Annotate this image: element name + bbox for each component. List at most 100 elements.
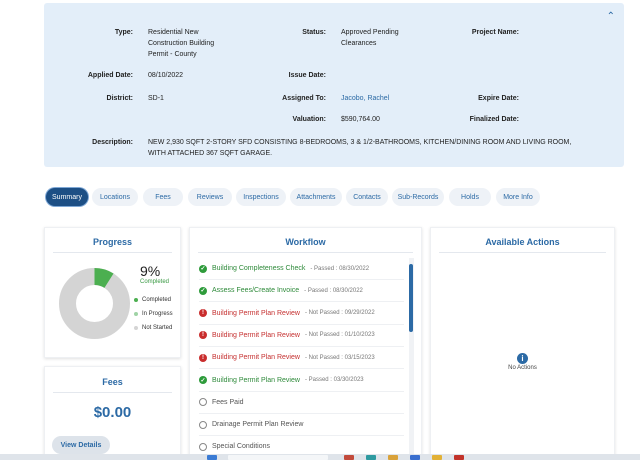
chevron-up-icon[interactable]: ⌃ (606, 11, 615, 22)
workflow-item[interactable]: ✓ Building Completeness Check - Passed : 0… (199, 258, 404, 280)
assigned-to-label: Assigned To: (282, 95, 326, 102)
assigned-to-link[interactable]: Jacobo, Rachel (341, 95, 390, 102)
legend-completed-dot (134, 298, 138, 302)
empty-circle-icon (199, 420, 207, 429)
type-value-line-2: Construction Building (148, 40, 215, 47)
workflow-item-name: Special Conditions (212, 443, 270, 451)
legend-in-progress-dot (134, 312, 138, 316)
taskbar-app-icon[interactable] (454, 455, 464, 460)
tab-locations[interactable]: Locations (92, 188, 138, 206)
progress-percent-caption: Completed (140, 279, 170, 285)
tab-reviews[interactable]: Reviews (188, 188, 232, 206)
available-actions-card: Available Actions (430, 227, 615, 460)
workflow-scrollbar-thumb[interactable] (409, 264, 413, 332)
description-line-1: NEW 2,930 SQFT 2-STORY SFD CONSISTING 8-… (148, 139, 572, 146)
workflow-item-status: - Passed : 08/30/2022 (310, 265, 370, 272)
workflow-item-name: Building Permit Plan Review (212, 331, 300, 339)
taskbar-app-icon[interactable] (432, 455, 442, 460)
type-label: Type: (114, 29, 133, 36)
legend-in-progress: In Progress (134, 311, 173, 317)
folder-icon[interactable] (388, 455, 398, 460)
workflow-item-name: Building Permit Plan Review (212, 376, 300, 384)
workflow-item[interactable]: ! Building Permit Plan Review - Not Passed… (199, 347, 404, 370)
description-line-2: WITH ATTACHED 367 SQFT GARAGE. (148, 150, 273, 157)
workflow-divider (198, 252, 413, 253)
tab-summary[interactable]: Summary (46, 188, 88, 206)
workflow-item-name: Fees Paid (212, 398, 244, 406)
workflow-title: Workflow (285, 237, 326, 247)
workflow-item[interactable]: ! Building Permit Plan Review - Not Passed… (199, 325, 404, 347)
progress-title: Progress (92, 237, 133, 247)
tab-contacts[interactable]: Contacts (346, 188, 388, 206)
alert-circle-icon: ! (199, 353, 207, 362)
workflow-item-name: Drainage Permit Plan Review (212, 421, 304, 429)
status-value-line-1: Approved Pending (341, 29, 399, 36)
valuation-label: Valuation: (292, 116, 326, 123)
workflow-item-status: - Not Passed : 03/15/2023 (304, 354, 375, 361)
workflow-item-name: Assess Fees/Create Invoice (212, 287, 300, 295)
tab-holds[interactable]: Holds (449, 188, 491, 206)
workflow-scrollbar-track[interactable] (409, 258, 414, 454)
workflow-item-status: - Passed : 03/30/2023 (304, 377, 364, 383)
taskbar-app-icon[interactable] (344, 455, 354, 460)
taskbar-app-icon[interactable] (366, 455, 376, 460)
workflow-item[interactable]: Fees Paid (199, 392, 404, 414)
type-value-line-1: Residential New (148, 29, 199, 36)
status-label: Status: (302, 29, 326, 36)
record-details-panel: ⌃ (44, 3, 624, 167)
taskbar-search-box[interactable] (228, 455, 328, 460)
workflow-item[interactable]: Drainage Permit Plan Review (199, 414, 404, 437)
description-label: Description: (92, 139, 133, 146)
workflow-item-status: - Not Passed : 01/10/2023 (304, 332, 375, 339)
legend-in-progress-label: In Progress (142, 311, 173, 317)
fees-title: Fees (102, 377, 123, 387)
progress-percent: 9% (140, 263, 161, 279)
expire-date-label: Expire Date: (478, 95, 519, 102)
district-value: SD-1 (148, 95, 164, 102)
progress-divider (53, 252, 172, 253)
legend-not-started-dot (134, 326, 138, 330)
no-actions-text: No Actions (508, 365, 537, 371)
finalized-date-label: Finalized Date: (469, 116, 519, 123)
workflow-item-status: - Passed : 08/30/2022 (304, 287, 363, 294)
workflow-item-name: Building Completeness Check (212, 265, 306, 272)
type-value-line-3: Permit - County (148, 51, 197, 58)
info-icon: i (517, 353, 528, 364)
tab-sub-records[interactable]: Sub-Records (392, 188, 444, 206)
legend-not-started-label: Not Started (142, 325, 173, 331)
project-name-label: Project Name: (471, 29, 519, 36)
workflow-item[interactable]: ! Building Permit Plan Review - Not Passed… (199, 303, 404, 325)
donut-completed-segment (93, 268, 114, 289)
taskbar-app-icon[interactable] (410, 455, 420, 460)
workflow-item-name: Building Permit Plan Review (212, 354, 300, 362)
check-circle-icon: ✓ (199, 286, 207, 295)
district-label: District: (106, 95, 133, 102)
tab-inspections[interactable]: Inspections (236, 188, 286, 206)
valuation-value: $590,764.00 (341, 116, 380, 123)
workflow-item[interactable]: ✓ Building Permit Plan Review - Passed : 0… (199, 370, 404, 392)
empty-circle-icon (199, 442, 207, 451)
alert-circle-icon: ! (199, 331, 207, 340)
legend-completed: Completed (134, 297, 171, 303)
workflow-item-status: - Not Passed : 09/29/2022 (304, 310, 375, 317)
available-actions-title: Available Actions (485, 237, 560, 247)
progress-donut-chart (59, 268, 130, 339)
start-icon[interactable] (207, 455, 217, 460)
issue-date-label: Issue Date: (288, 72, 326, 79)
tab-fees[interactable]: Fees (143, 188, 183, 206)
view-details-button[interactable]: View Details (52, 436, 110, 454)
legend-completed-label: Completed (142, 297, 172, 303)
check-circle-icon: ✓ (199, 264, 207, 273)
workflow-card: Workflow (189, 227, 422, 460)
workflow-item-name: Building Permit Plan Review (212, 309, 300, 317)
fees-amount: $0.00 (93, 404, 132, 421)
applied-date-label: Applied Date: (87, 72, 133, 79)
applied-date-value: 08/10/2022 (148, 72, 184, 79)
available-actions-divider (439, 252, 606, 253)
fees-divider (53, 392, 172, 393)
workflow-item[interactable]: ✓ Assess Fees/Create Invoice - Passed : 08… (199, 280, 404, 303)
tab-more-info[interactable]: More Info (496, 188, 540, 206)
legend-not-started: Not Started (134, 325, 172, 331)
tab-attachments[interactable]: Attachments (290, 188, 342, 206)
alert-circle-icon: ! (199, 309, 207, 318)
